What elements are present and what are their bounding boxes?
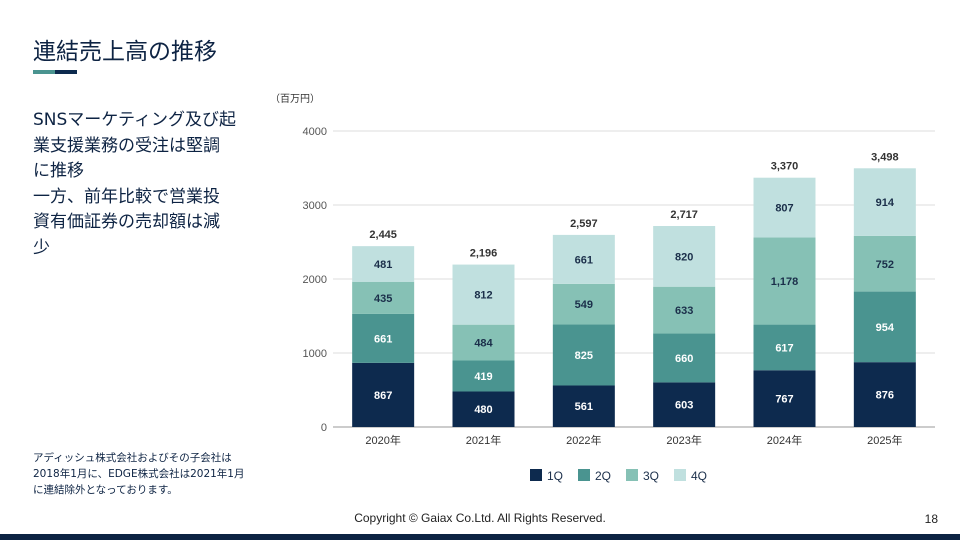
legend-label: 3Q (643, 469, 659, 483)
data-label: 549 (575, 299, 593, 311)
data-label: 617 (775, 342, 793, 354)
legend-label: 2Q (595, 469, 611, 483)
x-tick-label: 2021年 (466, 433, 501, 447)
bar-segment-3Q (653, 286, 716, 334)
bar-segment-1Q (452, 391, 515, 427)
data-label: 752 (876, 259, 894, 271)
stacked-bar-chart: （百万円） 0 1000 2000 3000 4000 867 661 435 481 2,445 2… (270, 93, 935, 483)
bar-segment-3Q (753, 237, 816, 325)
data-label: 820 (675, 251, 693, 263)
legend-swatch-4Q (674, 469, 686, 481)
data-label: 825 (575, 350, 593, 362)
bar-segment-1Q (352, 362, 415, 427)
data-label: 807 (775, 203, 793, 215)
summary-line: 業支援業務の受注は堅調 (33, 135, 220, 156)
data-label: 481 (374, 259, 392, 271)
title-underline-teal (33, 70, 55, 74)
bar-segment-2Q (653, 333, 716, 383)
title-underline-navy (55, 70, 77, 74)
y-tick-label: 3000 (303, 200, 327, 212)
legend-swatch-3Q (626, 469, 638, 481)
bar-segment-4Q (853, 168, 916, 236)
total-label: 2,597 (570, 218, 598, 230)
bar-segment-2Q (452, 360, 515, 392)
summary-line: 一方、前年比較で営業投 (33, 186, 220, 207)
bar-segment-1Q (552, 385, 615, 427)
bar-segment-3Q (452, 324, 515, 361)
bar-segment-3Q (352, 281, 415, 314)
bar-segment-4Q (452, 264, 515, 325)
data-label: 812 (474, 290, 492, 302)
data-label: 914 (876, 197, 895, 209)
data-label: 484 (474, 338, 493, 350)
y-tick-label: 4000 (303, 126, 327, 138)
y-tick-label: 0 (321, 422, 327, 434)
summary-text: SNSマーケティング及び起 業支援業務の受注は堅調 に推移 一方、前年比較で営業… (33, 108, 253, 261)
footnote: アディッシュ株式会社およびその子会社は 2018年1月に、EDGE株式会社は20… (33, 450, 244, 498)
bar-segment-2Q (753, 324, 816, 371)
bar-segment-4Q (653, 226, 716, 287)
copyright: Copyright © Gaiax Co.Ltd. All Rights Res… (354, 511, 606, 525)
footnote-line: に連結除外となっております。 (33, 484, 178, 496)
bar-segment-4Q (352, 246, 415, 282)
data-label: 954 (876, 322, 895, 334)
footer-bar (0, 534, 960, 540)
legend-label: 4Q (691, 469, 707, 483)
y-unit-label: （百万円） (270, 93, 320, 105)
data-label: 633 (675, 305, 693, 317)
data-label: 661 (575, 254, 593, 266)
total-label: 2,196 (470, 248, 498, 260)
bar-segment-1Q (653, 382, 716, 427)
data-label: 767 (775, 394, 793, 406)
data-label: 561 (575, 401, 593, 413)
legend-swatch-2Q (578, 469, 590, 481)
legend-label: 1Q (547, 469, 563, 483)
data-label: 480 (474, 404, 492, 416)
bar-segment-3Q (853, 235, 916, 292)
total-label: 2,445 (369, 229, 397, 241)
bar-segment-1Q (753, 370, 816, 427)
data-label: 1,178 (771, 276, 799, 288)
data-label: 876 (876, 390, 894, 402)
bar-segment-2Q (552, 324, 615, 386)
page-number: 18 (924, 512, 938, 526)
bar-segment-4Q (552, 234, 615, 284)
bar-segment-3Q (552, 283, 615, 325)
x-tick-label: 2022年 (566, 433, 601, 447)
bar-segment-2Q (352, 313, 415, 363)
summary-line: に推移 (33, 161, 84, 181)
data-label: 419 (474, 371, 492, 383)
footnote-line: 2018年1月に、EDGE株式会社は2021年1月 (33, 468, 245, 480)
bar-segment-2Q (853, 291, 916, 363)
data-label: 867 (374, 390, 392, 402)
bar-segment-1Q (853, 362, 916, 427)
data-label: 603 (675, 400, 693, 412)
page-title: 連結売上高の推移 (33, 39, 217, 65)
x-tick-label: 2020年 (365, 433, 400, 447)
x-tick-label: 2023年 (666, 433, 701, 447)
bar-segment-4Q (753, 177, 816, 238)
y-tick-label: 2000 (303, 274, 327, 286)
x-tick-label: 2025年 (867, 433, 902, 447)
data-label: 660 (675, 353, 693, 365)
y-tick-label: 1000 (303, 348, 327, 360)
total-label: 3,498 (871, 151, 899, 163)
total-label: 3,370 (771, 161, 799, 173)
data-label: 661 (374, 333, 392, 345)
summary-line: SNSマーケティング及び起 (33, 110, 236, 130)
summary-line: 資有価証券の売却額は減 (33, 212, 220, 232)
x-tick-label: 2024年 (767, 433, 802, 447)
data-label: 435 (374, 293, 392, 305)
total-label: 2,717 (670, 209, 698, 221)
summary-line: 少 (33, 237, 50, 258)
legend-swatch-1Q (530, 469, 542, 481)
footnote-line: アディッシュ株式会社およびその子会社は (33, 452, 232, 464)
